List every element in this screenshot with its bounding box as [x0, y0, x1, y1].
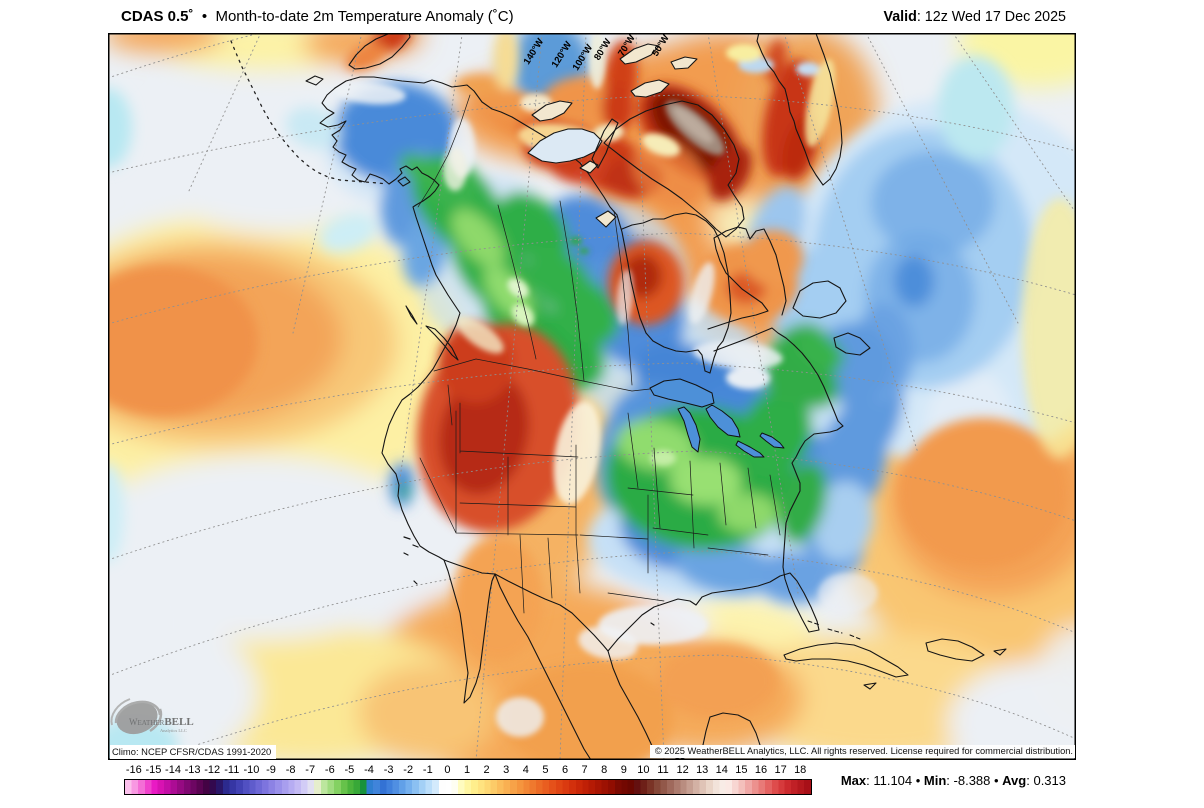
svg-text:WEATHERBELL: WEATHERBELL — [129, 716, 194, 728]
svg-text:Analytics LLC: Analytics LLC — [160, 728, 187, 733]
